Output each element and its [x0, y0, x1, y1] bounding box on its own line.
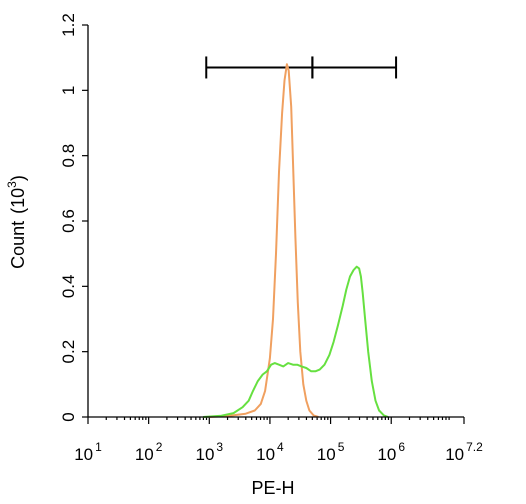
y-tick-label: 1.2 [59, 13, 78, 37]
y-axis-unit-exp: 3 [5, 181, 19, 188]
x-axis-title: PE-H [251, 478, 294, 498]
x-tick-exp: 2 [156, 440, 163, 454]
x-tick-base: 10 [135, 445, 154, 464]
x-tick-base: 10 [317, 445, 336, 464]
x-tick-exp: 5 [338, 440, 345, 454]
x-tick-exp: 3 [216, 440, 223, 454]
y-tick-label: 0.4 [59, 275, 78, 299]
x-tick-exp: 4 [277, 440, 284, 454]
x-tick-base: 10 [195, 445, 214, 464]
y-tick-label: 0.8 [59, 144, 78, 168]
y-axis-ticks: 0 0.2 0.4 0.6 0.8 1 1.2 [59, 13, 88, 422]
y-tick-label: 1 [59, 86, 78, 95]
x-tick-base: 10 [377, 445, 396, 464]
x-tick-exp: 7.2 [466, 440, 483, 454]
x-tick-base: 10 [74, 445, 93, 464]
gate-bars [205, 56, 398, 79]
x-tick-label: 10 7.2 [445, 440, 483, 464]
y-tick-label: 0.6 [59, 209, 78, 233]
x-axis-ticks: 10 1 10 2 10 3 10 4 10 5 10 6 10 7.2 [74, 417, 483, 464]
y-axis-title: Count (103) [5, 175, 28, 269]
x-tick-label: 10 3 [195, 440, 223, 464]
y-axis-unit-open: ( [8, 208, 28, 214]
y-axis-unit-base: 10 [8, 188, 28, 208]
histogram-series [203, 63, 389, 418]
y-axis-unit-close: ) [8, 175, 28, 181]
x-tick-base: 10 [256, 445, 275, 464]
x-tick-exp: 6 [398, 440, 405, 454]
y-tick-label: 0.2 [59, 340, 78, 364]
histogram-series-2 [203, 265, 389, 418]
x-tick-label: 10 2 [135, 440, 163, 464]
x-tick-exp: 1 [95, 440, 102, 454]
y-axis-title-text: Count [8, 221, 28, 269]
x-tick-label: 10 1 [74, 440, 102, 464]
x-tick-label: 10 5 [317, 440, 345, 464]
x-tick-base: 10 [445, 445, 464, 464]
y-tick-label: 0 [59, 412, 78, 421]
x-tick-label: 10 6 [377, 440, 405, 464]
x-tick-label: 10 4 [256, 440, 284, 464]
histogram-series-1 [209, 63, 319, 418]
